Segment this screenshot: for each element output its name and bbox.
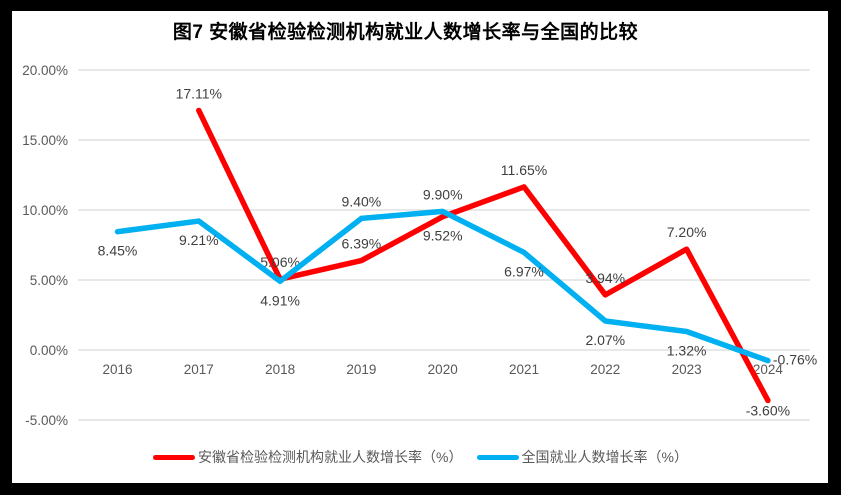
y-axis-tick-label: 5.00% <box>30 273 68 288</box>
legend-label: 全国就业人数增长率（%） <box>521 449 688 465</box>
legend-label: 安徽省检验检测机构就业人数增长率（%） <box>198 449 463 465</box>
y-axis-tick-label: 15.00% <box>22 133 68 148</box>
data-label: 7.20% <box>667 224 707 240</box>
data-label: 6.39% <box>342 236 382 252</box>
data-label: 8.45% <box>98 243 138 259</box>
x-axis-tick-label: 2017 <box>184 362 214 377</box>
data-label: 9.90% <box>423 186 463 202</box>
series-line-0 <box>196 107 771 404</box>
x-axis-tick-label: 2024 <box>753 362 784 377</box>
data-label: -3.60% <box>746 402 790 418</box>
data-label: 3.94% <box>585 270 625 286</box>
data-label: 9.52% <box>423 228 463 244</box>
legend-item-anhui: 安徽省检验检测机构就业人数增长率（%） <box>153 447 463 467</box>
x-axis-tick-label: 2018 <box>265 362 295 377</box>
data-label: 9.40% <box>342 193 382 209</box>
data-label: 11.65% <box>501 162 547 178</box>
y-axis-tick-label: 20.00% <box>22 63 68 78</box>
series-line-1 <box>114 208 771 364</box>
data-label: 6.97% <box>504 263 544 279</box>
data-label: -0.76% <box>773 352 817 368</box>
data-label: 17.11% <box>176 85 222 101</box>
chart-background <box>12 11 828 483</box>
data-label: 9.21% <box>179 232 219 248</box>
data-label: 4.91% <box>260 292 300 308</box>
x-axis-tick-label: 2023 <box>672 362 702 377</box>
x-axis-tick-label: 2021 <box>509 362 539 377</box>
y-axis-tick-label: -5.00% <box>25 413 68 428</box>
x-axis-tick-label: 2022 <box>590 362 620 377</box>
chart-title: 图7 安徽省检验检测机构就业人数增长率与全国的比较 <box>172 22 639 43</box>
legend-item-national: 全国就业人数增长率（%） <box>476 447 688 467</box>
x-axis-tick-label: 2016 <box>102 362 132 377</box>
legend-line-swatch-red <box>153 454 196 460</box>
x-axis-tick-label: 2019 <box>346 362 376 377</box>
data-label: 1.32% <box>667 343 707 359</box>
legend-line-swatch-blue <box>476 454 519 460</box>
y-axis-tick-label: 0.00% <box>30 343 68 358</box>
x-axis-tick-label: 2020 <box>428 362 458 377</box>
chart-legend: 安徽省检验检测机构就业人数增长率（%） 全国就业人数增长率（%） <box>0 447 841 467</box>
data-label: 2.07% <box>585 332 625 348</box>
y-axis-tick-label: 10.00% <box>22 203 68 218</box>
data-label: 5.06% <box>260 254 300 270</box>
